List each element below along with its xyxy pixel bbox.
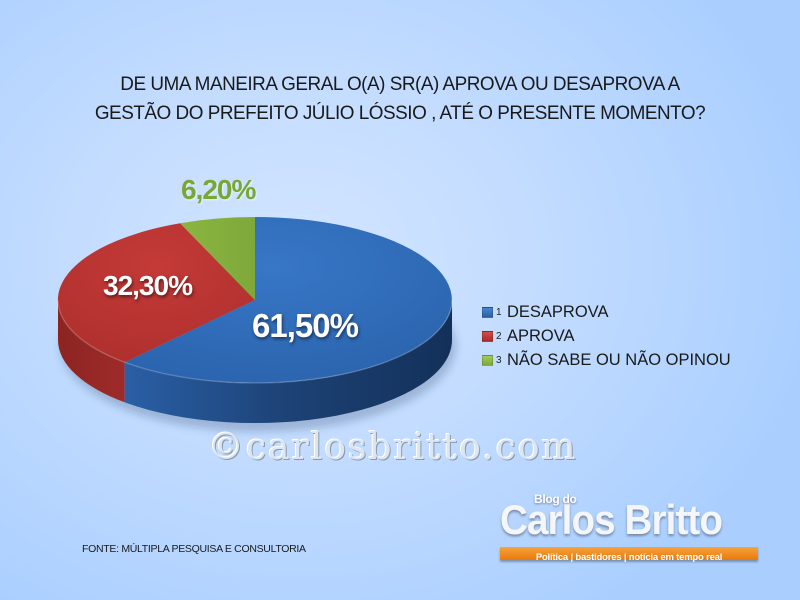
slice-desaprova-value: 61,50% xyxy=(252,307,359,344)
slice-nao-sabe[interactable] xyxy=(180,217,255,300)
logo-name: Carlos Britto xyxy=(500,496,723,543)
legend-swatch-green xyxy=(482,354,493,366)
slice-desaprova-side xyxy=(124,300,453,424)
legend-label: DESAPROVA xyxy=(507,302,609,321)
logo-tagline: Política | bastidores | notícia em tempo… xyxy=(535,552,723,563)
legend-index: 3 xyxy=(496,354,502,366)
legend-swatch-blue xyxy=(482,306,493,318)
logo-tagline-bar: Política | bastidores | notícia em tempo… xyxy=(500,547,758,563)
slice-aprova-value: 32,30% xyxy=(103,270,193,301)
legend-label: APROVA xyxy=(507,326,575,345)
slice-nao-sabe-value: 6,20% xyxy=(181,174,256,205)
legend-item-nao-sabe[interactable]: 3 NÃO SABE OU NÃO OPINOU xyxy=(482,348,731,372)
chart-title-line-1: DE UMA MANEIRA GERAL O(A) SR(A) APROVA O… xyxy=(120,73,680,95)
pie-rim-highlight xyxy=(57,299,453,384)
source-note: FONTE: MÚLTIPLA PESQUISA E CONSULTORIA xyxy=(82,543,306,555)
legend-swatch-red xyxy=(482,330,493,342)
legend-index: 1 xyxy=(496,306,502,318)
legend-index: 2 xyxy=(496,330,502,342)
blog-logo[interactable]: Carlos Britto Blog do Política | bastido… xyxy=(498,492,760,564)
slice-aprova-side xyxy=(57,300,125,403)
slice-desaprova[interactable] xyxy=(124,217,452,384)
legend-item-desaprova[interactable]: 1 DESAPROVA xyxy=(482,300,731,324)
legend-label: NÃO SABE OU NÃO OPINOU xyxy=(507,350,731,369)
chart-legend: 1 DESAPROVA 2 APROVA 3 NÃO SABE OU NÃO O… xyxy=(482,300,731,372)
chart-title-line-2: GESTÃO DO PREFEITO JÚLIO LÓSSIO , ATÉ O … xyxy=(94,102,706,124)
logo-blog-prefix: Blog do xyxy=(534,492,577,506)
slice-aprova[interactable] xyxy=(57,223,255,363)
chart-title: DE UMA MANEIRA GERAL O(A) SR(A) APROVA O… xyxy=(51,70,749,128)
legend-item-aprova[interactable]: 2 APROVA xyxy=(482,324,731,348)
watermark: ©carlosbritto.com xyxy=(208,427,578,468)
